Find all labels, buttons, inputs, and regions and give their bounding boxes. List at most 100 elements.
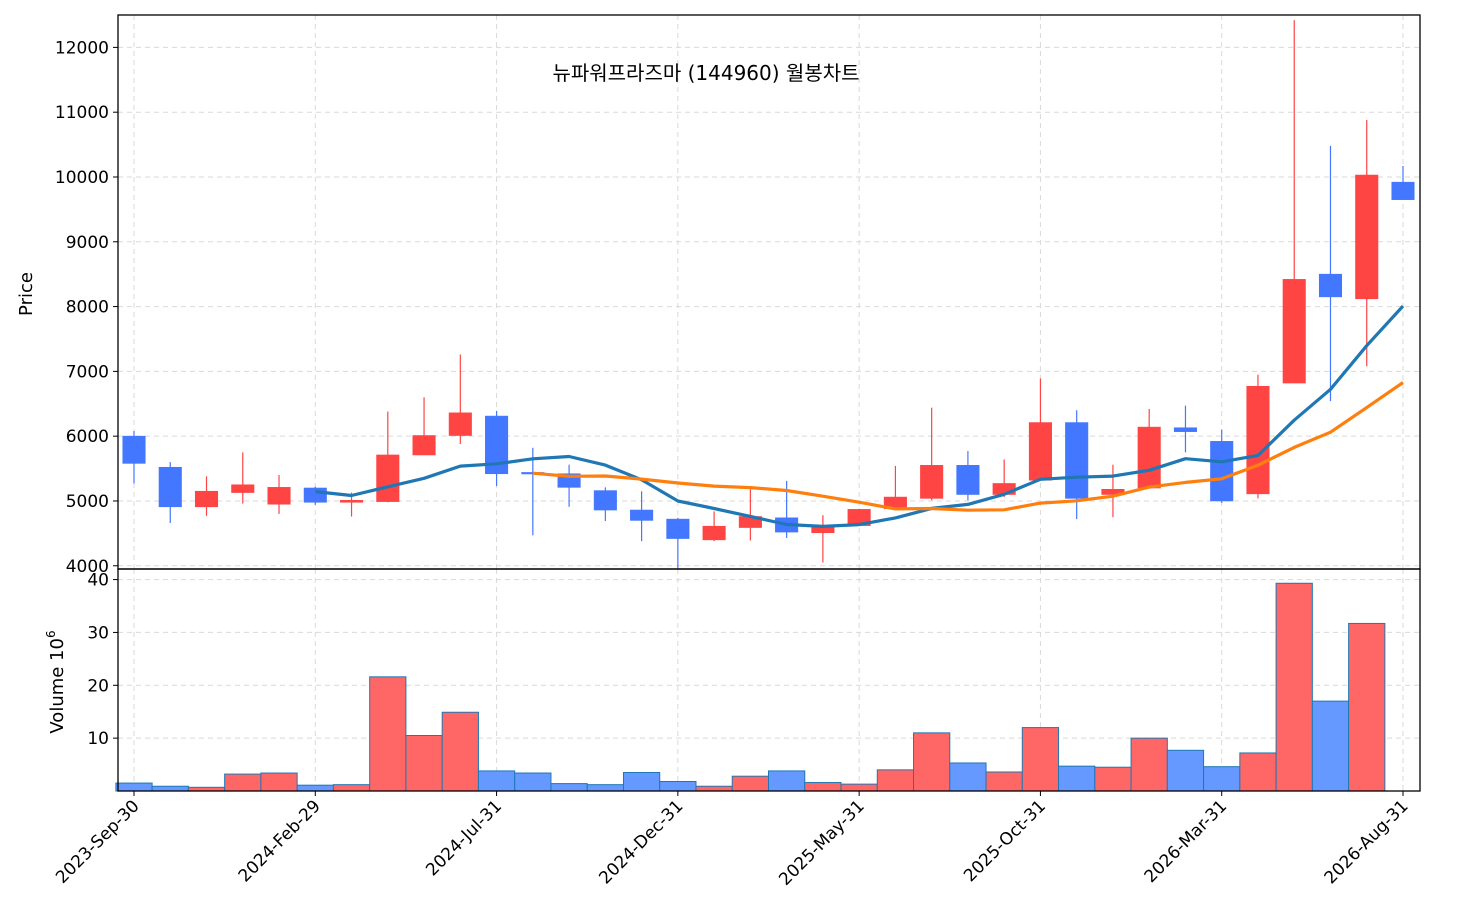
volume-bars bbox=[115, 582, 1386, 792]
candle-body bbox=[1246, 385, 1270, 495]
volume-tick-label: 20 bbox=[87, 676, 109, 696]
volume-axis-title: Volume 106 bbox=[44, 630, 68, 733]
price-axis-ticks: 4000 5000 6000 7000 8000 9000 10000 11000 12000 bbox=[55, 38, 118, 577]
price-tick-label: 12000 bbox=[55, 38, 109, 58]
candle-body bbox=[1028, 422, 1052, 481]
volume-bar bbox=[659, 780, 697, 792]
candle bbox=[630, 491, 654, 542]
volume-grid bbox=[118, 569, 1420, 791]
volume-bar bbox=[550, 783, 588, 792]
volume-bar bbox=[876, 769, 915, 792]
volume-bar bbox=[840, 783, 878, 792]
volume-bar bbox=[115, 782, 153, 792]
price-tick-label: 10000 bbox=[55, 168, 109, 188]
candle-body bbox=[303, 487, 327, 503]
candle-body bbox=[593, 490, 617, 511]
candle bbox=[1282, 20, 1306, 384]
volume-bar bbox=[1058, 765, 1096, 792]
candle-body bbox=[920, 465, 944, 499]
candle-body bbox=[485, 415, 509, 475]
candle bbox=[956, 451, 980, 501]
moving-average-lines bbox=[315, 305, 1405, 528]
volume-bar bbox=[514, 772, 552, 792]
candle-body bbox=[231, 484, 255, 493]
candle-body bbox=[267, 487, 291, 505]
volume-bar bbox=[731, 775, 769, 792]
candle-body bbox=[1318, 273, 1343, 298]
volume-axis-title-text: Volume 10 bbox=[47, 638, 68, 734]
volume-bar bbox=[405, 735, 443, 792]
price-axis-title: Price bbox=[16, 272, 37, 316]
volume-bar bbox=[296, 784, 334, 792]
volume-bar bbox=[622, 772, 661, 792]
volume-panel-frame bbox=[117, 568, 1421, 792]
volume-bar bbox=[804, 782, 842, 792]
candle-body bbox=[158, 466, 182, 508]
candle-body bbox=[194, 490, 219, 508]
candle-body bbox=[666, 518, 690, 539]
volume-bar bbox=[1203, 766, 1241, 792]
candle-body bbox=[448, 412, 472, 436]
candle-body bbox=[340, 500, 364, 503]
volume-bar bbox=[260, 772, 298, 792]
volume-bar bbox=[913, 732, 951, 792]
volume-axis-ticks: 10 20 30 40 bbox=[87, 571, 118, 749]
candle-body bbox=[376, 454, 400, 502]
volume-bar bbox=[1130, 737, 1168, 792]
candle-body bbox=[412, 435, 436, 456]
moving-average-line bbox=[315, 305, 1405, 528]
volume-axis-title-exponent: 6 bbox=[44, 630, 58, 638]
volume-tick-label: 10 bbox=[87, 729, 109, 749]
candle bbox=[593, 487, 617, 522]
volume-bar bbox=[477, 770, 516, 792]
candle bbox=[448, 354, 472, 444]
candle-body bbox=[702, 525, 726, 541]
candle bbox=[920, 407, 944, 501]
candle-body bbox=[1210, 441, 1234, 502]
candle bbox=[122, 430, 146, 484]
volume-bar bbox=[768, 770, 806, 792]
candle-body bbox=[1391, 181, 1415, 200]
volume-bar bbox=[985, 771, 1023, 792]
volume-bar bbox=[1094, 766, 1132, 792]
volume-bar bbox=[1275, 582, 1313, 792]
candle bbox=[485, 410, 509, 487]
volume-bar bbox=[1239, 752, 1277, 792]
volume-bar bbox=[586, 784, 624, 792]
price-tick-label: 5000 bbox=[66, 492, 109, 512]
candle bbox=[412, 397, 436, 456]
candle bbox=[303, 486, 327, 505]
candle-body bbox=[1355, 174, 1379, 300]
candle-body bbox=[1137, 426, 1161, 489]
candle bbox=[1210, 429, 1234, 503]
candle bbox=[231, 452, 255, 504]
candle bbox=[1173, 405, 1197, 453]
candle bbox=[158, 462, 182, 523]
price-tick-label: 6000 bbox=[66, 427, 109, 447]
volume-bar bbox=[695, 785, 733, 792]
candle bbox=[194, 476, 219, 516]
candle bbox=[1355, 119, 1379, 367]
candle bbox=[1318, 145, 1343, 402]
price-tick-label: 7000 bbox=[66, 362, 109, 382]
price-tick-label: 4000 bbox=[66, 557, 109, 577]
candle bbox=[267, 475, 291, 514]
candle-body bbox=[1173, 427, 1197, 432]
moving-average-line bbox=[532, 381, 1404, 512]
volume-bar bbox=[1311, 700, 1350, 792]
chart-title: 뉴파워프라즈마 (144960) 월봉차트 bbox=[552, 61, 859, 85]
price-tick-label: 9000 bbox=[66, 233, 109, 253]
candle-body bbox=[1282, 279, 1306, 384]
volume-bar bbox=[441, 711, 479, 792]
volume-bar bbox=[1166, 749, 1205, 792]
candle-body bbox=[1065, 422, 1089, 499]
candle-body bbox=[956, 465, 980, 495]
candle bbox=[1391, 165, 1415, 200]
volume-tick-label: 40 bbox=[87, 571, 109, 591]
volume-bar bbox=[949, 762, 987, 792]
candle bbox=[702, 511, 726, 542]
candle-body bbox=[122, 435, 146, 464]
candle bbox=[847, 508, 871, 526]
candle-body bbox=[630, 509, 654, 521]
